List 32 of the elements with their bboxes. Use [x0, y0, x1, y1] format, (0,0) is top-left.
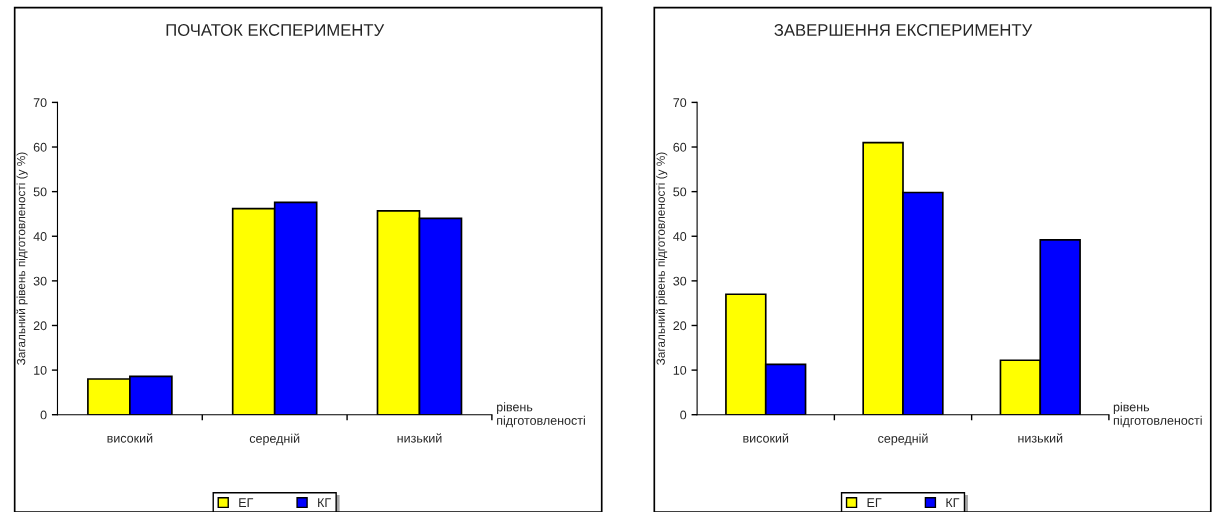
- x-tick-label: високий: [107, 433, 153, 443]
- y-tick-label: 70: [33, 98, 47, 108]
- y-tick-label: 0: [680, 410, 687, 420]
- x-tick-label: низький: [1018, 433, 1063, 443]
- y-tick-label: 60: [673, 142, 687, 152]
- y-tick-label: 70: [673, 98, 687, 108]
- legend-label: ЕГ: [239, 498, 254, 507]
- x-tick-label: середній: [878, 433, 928, 446]
- chart-title: ПОЧАТОК ЕКСПЕРИМЕНТУ: [166, 24, 385, 36]
- y-tick-label: 50: [673, 187, 687, 197]
- x-tick-label: низький: [397, 433, 442, 443]
- y-tick-label: 60: [33, 142, 47, 152]
- y-tick-label: 50: [33, 187, 47, 197]
- y-axis-title: Загальний рівень підготовленості (у %): [656, 152, 668, 365]
- x-axis-title: рівень підготовленості: [1113, 402, 1202, 428]
- y-tick-label: 30: [673, 276, 687, 286]
- x-tick-label: середній: [249, 433, 300, 446]
- y-tick-label: 20: [33, 321, 47, 331]
- x-axis-title: рівень підготовленості: [497, 402, 585, 428]
- y-tick-label: 40: [33, 232, 47, 241]
- y-tick-label: 10: [673, 365, 687, 375]
- x-tick-label: високий: [743, 433, 789, 443]
- legend-label: КГ: [946, 498, 960, 507]
- y-tick-label: 20: [673, 321, 687, 331]
- y-axis-title: Загальний рівень підготовленості (у %): [16, 152, 28, 365]
- chart-title: ЗАВЕРШЕННЯ ЕКСПЕРИМЕНТУ: [774, 24, 1033, 36]
- y-tick-label: 30: [33, 276, 47, 286]
- legend-label: ЕГ: [867, 498, 882, 507]
- y-tick-label: 10: [34, 365, 47, 375]
- legend-label: КГ: [318, 498, 331, 507]
- y-tick-label: 40: [673, 232, 687, 241]
- y-tick-label: 0: [40, 410, 47, 420]
